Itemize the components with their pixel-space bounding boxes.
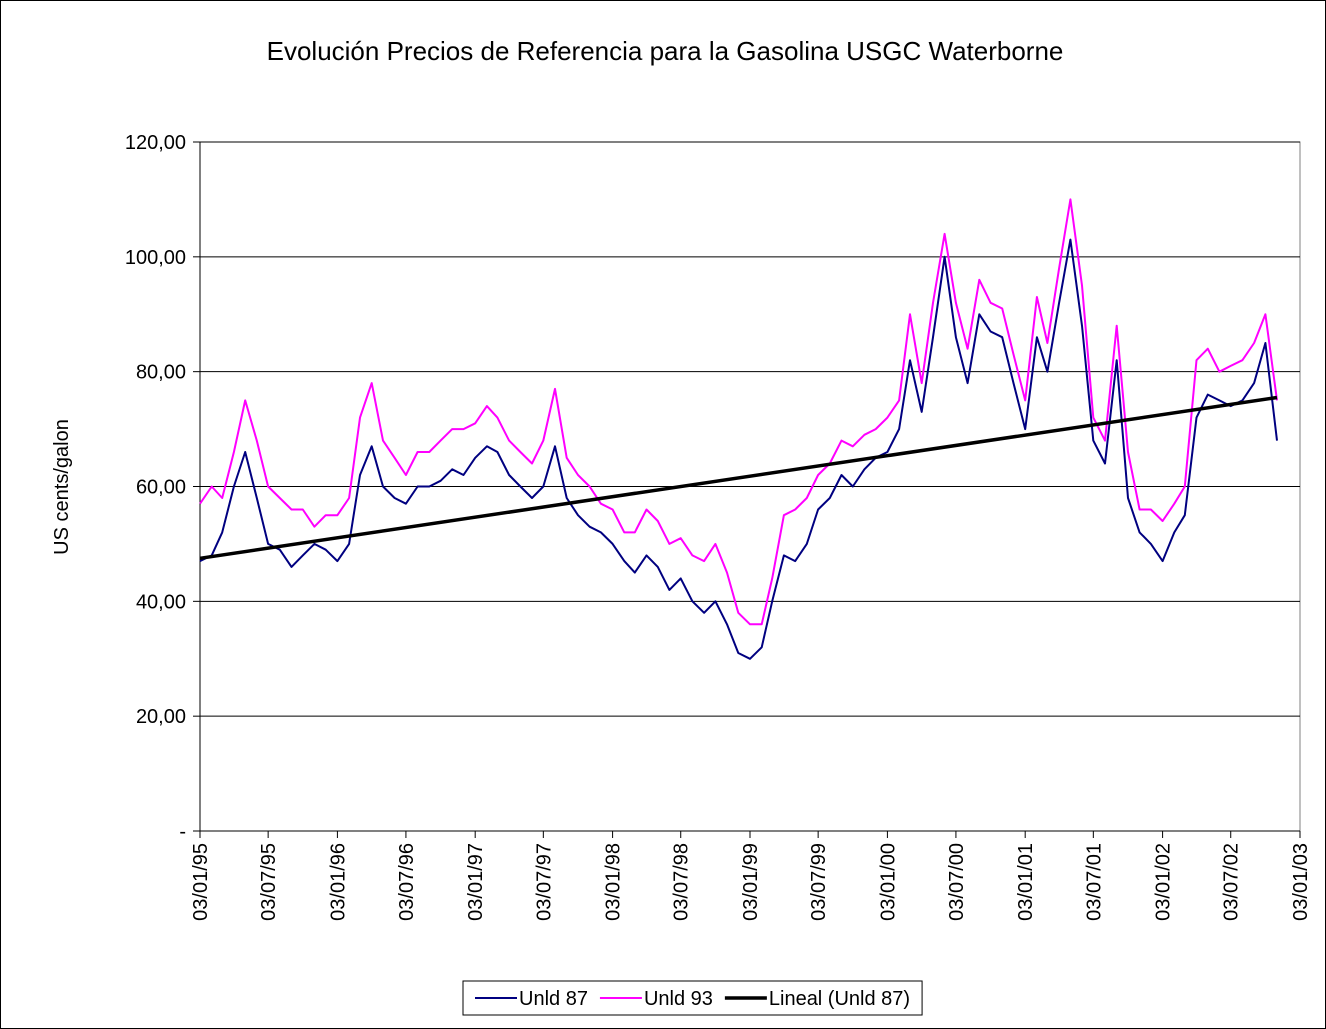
y-tick-label: 100,00	[125, 247, 186, 269]
x-tick-label: 03/07/00	[946, 843, 968, 921]
y-tick-label: 20,00	[136, 706, 186, 728]
y-tick-label: 60,00	[136, 477, 186, 499]
x-tick-label: 03/07/99	[808, 843, 830, 921]
x-tick-label: 03/07/98	[671, 843, 693, 921]
x-tick-label: 03/01/00	[877, 843, 899, 921]
x-tick-label: 03/07/02	[1221, 843, 1243, 921]
legend-label: Unld 93	[644, 988, 713, 1010]
legend: Unld 87 Unld 93 Lineal (Unld 87)	[462, 980, 923, 1016]
x-tick-label: 03/01/02	[1153, 843, 1175, 921]
x-tick-label: 03/07/97	[533, 843, 555, 921]
x-tick-label: 03/01/95	[190, 843, 212, 921]
x-tick-label: 03/07/96	[396, 843, 418, 921]
series-line	[199, 395, 1278, 561]
x-tick-label: 03/01/96	[327, 843, 349, 921]
y-axis-label: US cents/galon	[51, 419, 73, 555]
y-tick-label: 40,00	[136, 591, 186, 613]
x-tick-label: 03/07/95	[258, 843, 280, 921]
series-line	[199, 238, 1278, 660]
x-tick-label: 03/07/01	[1083, 843, 1105, 921]
legend-box	[462, 980, 923, 1016]
x-tick-label: 03/01/03	[1290, 843, 1312, 921]
x-tick-label: 03/01/98	[603, 843, 625, 921]
legend-label: Lineal (Unld 87)	[769, 988, 910, 1010]
y-tick-label: -	[179, 821, 186, 843]
y-tick-label: 120,00	[125, 132, 186, 154]
x-tick-label: 03/01/97	[465, 843, 487, 921]
x-tick-label: 03/01/01	[1015, 843, 1037, 921]
x-tick-label: 03/01/99	[740, 843, 762, 921]
chart-title: Evolución Precios de Referencia para la …	[267, 36, 1064, 66]
y-tick-label: 80,00	[136, 362, 186, 384]
legend-label: Unld 87	[519, 988, 588, 1010]
